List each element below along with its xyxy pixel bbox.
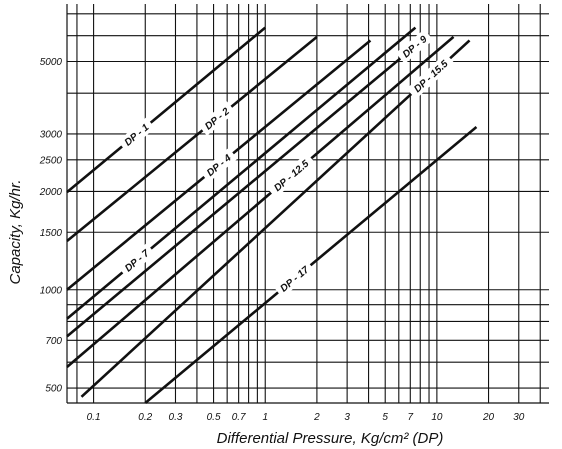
series-labels: DP - 1DP - 2DP - 4DP - 7DP - 9DP - 12.5D… — [117, 29, 455, 298]
series-label-group: DP - 15.5 — [406, 53, 455, 100]
series-label-background — [117, 243, 156, 278]
x-tick-label: 2 — [313, 412, 320, 423]
series-label-background — [273, 259, 316, 298]
x-tick-label: 30 — [513, 412, 525, 423]
x-tick-label: 0.1 — [87, 412, 101, 423]
series-label-background — [395, 29, 434, 64]
y-tick-label: 2000 — [39, 187, 63, 198]
x-tick-label: 1 — [262, 412, 268, 423]
series-label: DP - 15.5 — [412, 58, 451, 95]
x-tick-label: 20 — [482, 412, 495, 423]
x-tick-label: 3 — [344, 412, 350, 423]
y-tick-label: 3000 — [40, 129, 63, 140]
y-tick-label: 500 — [45, 384, 62, 395]
y-tick-label: 5000 — [40, 57, 63, 68]
series-line — [144, 126, 478, 404]
x-tick-label: 0.2 — [138, 412, 152, 423]
series-label-background — [117, 117, 156, 152]
x-tick-label: 10 — [431, 412, 443, 423]
x-tick-label: 0.3 — [169, 412, 183, 423]
series-line — [66, 33, 430, 338]
series-label-background — [199, 147, 238, 183]
grid — [66, 4, 549, 404]
y-tick-label: 2500 — [39, 155, 63, 166]
series-line — [66, 26, 267, 194]
x-tick-label: 7 — [408, 412, 414, 423]
series-label-group: DP - 7 — [117, 243, 156, 278]
series-label-group: DP - 2 — [198, 101, 236, 136]
series-label-background — [406, 53, 455, 100]
series-line — [66, 35, 318, 243]
x-tick-label: 5 — [382, 412, 388, 423]
x-axis-title: Differential Pressure, Kg/cm² (DP) — [217, 430, 444, 447]
y-tick-label: 1500 — [40, 228, 63, 239]
y-tick-label: 1000 — [40, 285, 63, 296]
series-line — [66, 26, 417, 320]
series-label: DP - 12.5 — [272, 158, 311, 194]
x-tick-label: 0.7 — [232, 412, 246, 423]
y-tick-label: 700 — [45, 336, 62, 347]
series-line — [66, 35, 455, 368]
series-label-group: DP - 4 — [199, 147, 238, 183]
series-label-background — [266, 153, 316, 198]
series-line — [80, 39, 471, 398]
tick-labels: 0.1 0.2 0.3 0.5 0.7 1 2 3 5 7 10 20 30 500 700 1000 1500… — [39, 57, 525, 423]
series-label-group: DP - 1 — [117, 117, 156, 152]
series-label-group: DP - 17 — [273, 259, 316, 298]
series-label-background — [198, 101, 236, 136]
x-tick-label: 0.5 — [207, 412, 221, 423]
y-axis-title: Capacity, Kg/hr. — [7, 179, 24, 284]
